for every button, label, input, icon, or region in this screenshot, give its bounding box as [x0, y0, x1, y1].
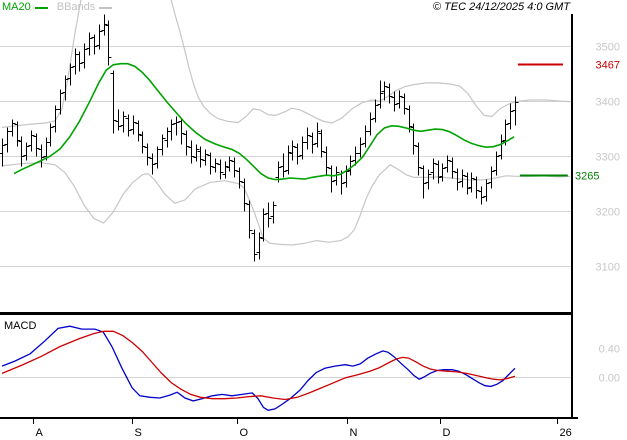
x-axis-tick-label: A — [36, 427, 44, 439]
x-axis-tick-label: N — [350, 427, 358, 439]
plot-right-border — [571, 14, 573, 418]
panel-separator — [0, 312, 571, 315]
bbands-line-swatch-icon — [99, 6, 113, 9]
ma20-line-swatch-icon — [34, 6, 48, 9]
price-tick-label: 3500 — [596, 42, 620, 54]
support-level-label: 3265 — [575, 171, 599, 183]
legend-item-bbands: BBands — [57, 2, 113, 13]
ma20-line — [13, 62, 515, 181]
x-axis-tick-label: S — [135, 427, 142, 439]
legend-bbands-label: BBands — [56, 1, 96, 13]
x-axis-tick-label: D — [443, 427, 451, 439]
legend-ma20-label: MA20 — [2, 1, 31, 13]
chart-timestamp: © TEC 24/12/2025 4:0 GMT — [432, 1, 570, 13]
macd-tick-label: 0.00 — [599, 373, 620, 385]
price-axis-labels: 3500 3400 3300 3200 3100 — [596, 42, 620, 274]
bollinger-upper-band — [1, 0, 571, 128]
price-tick-label: 3200 — [596, 207, 620, 219]
x-axis-tick-label: O — [240, 427, 249, 439]
macd-panel-label: MACD — [4, 320, 37, 332]
x-axis-tick-label: 26 — [560, 427, 572, 439]
price-tick-label: 3100 — [596, 262, 620, 274]
price-gridlines — [0, 46, 571, 267]
macd-signal-line — [1, 330, 516, 401]
price-tick-label: 3300 — [596, 152, 620, 164]
ohlc-bars — [0, 14, 519, 262]
macd-line — [1, 325, 516, 411]
x-axis-ticks — [33, 419, 558, 424]
chart-legend: MA20 BBands — [2, 2, 113, 13]
macd-axis-labels: 0.40 0.00 — [599, 344, 620, 385]
macd-series — [1, 325, 516, 411]
x-axis-tick-labels: A S O N D 26 — [36, 427, 572, 439]
legend-item-ma20: MA20 — [2, 2, 48, 13]
macd-tick-label: 0.40 — [599, 344, 620, 356]
resistance-level-label: 3467 — [596, 60, 620, 72]
price-tick-label: 3400 — [596, 97, 620, 109]
